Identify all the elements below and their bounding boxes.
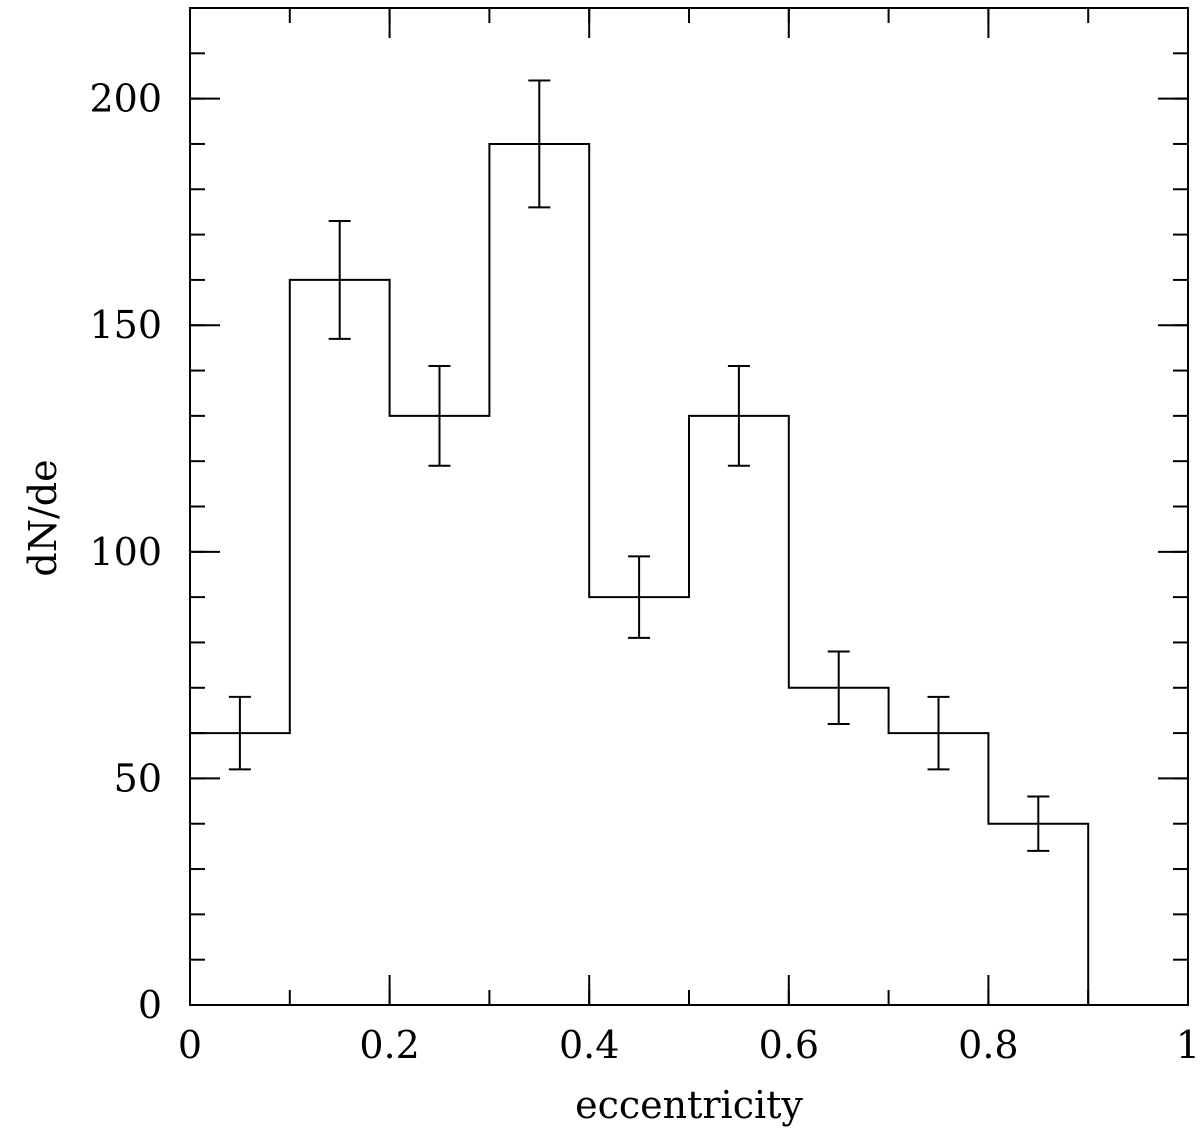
- y-tick-label: 200: [89, 77, 162, 121]
- error-bar: [727, 365, 750, 467]
- error-bar: [827, 650, 850, 726]
- error-bar: [528, 79, 551, 209]
- x-tick-label: 0.2: [359, 1023, 419, 1067]
- x-axis-label: eccentricity: [575, 1083, 803, 1127]
- x-tick-label: 0.4: [559, 1023, 619, 1067]
- histogram-bar: [390, 416, 490, 1005]
- histogram-bar: [190, 733, 290, 1005]
- plot-frame: [189, 7, 1189, 1006]
- histogram-bar: [589, 597, 689, 1005]
- histogram-bar: [489, 144, 589, 1005]
- error-bar: [428, 365, 451, 467]
- histogram-bar: [889, 733, 989, 1005]
- y-tick-label: 150: [89, 303, 162, 347]
- error-bar: [1027, 795, 1050, 852]
- y-tick-label: 100: [89, 530, 162, 574]
- y-tick-labels: 0 50 100 150 200: [89, 77, 162, 1027]
- histogram-step-line: [190, 142, 1090, 1005]
- error-bars: [228, 79, 1050, 852]
- x-tick-labels: 0 0.2 0.4 0.6 0.8 1: [178, 1023, 1200, 1067]
- error-bar: [328, 219, 351, 340]
- error-bar: [927, 695, 950, 771]
- error-bar: [228, 695, 251, 771]
- histogram-bar: [689, 416, 789, 1005]
- histogram-bar: [290, 280, 390, 1005]
- x-tick-label: 0.6: [759, 1023, 819, 1067]
- x-tick-label: 0: [178, 1023, 202, 1067]
- error-bar: [628, 555, 651, 639]
- histogram-bar: [789, 688, 889, 1005]
- x-tick-label: 0.8: [958, 1023, 1018, 1067]
- y-tick-label: 50: [114, 756, 162, 800]
- y-tick-label: 0: [138, 983, 162, 1027]
- y-axis-label: dN/de: [21, 459, 65, 576]
- histogram-series: [190, 142, 1090, 1005]
- x-tick-label: 1: [1176, 1023, 1200, 1067]
